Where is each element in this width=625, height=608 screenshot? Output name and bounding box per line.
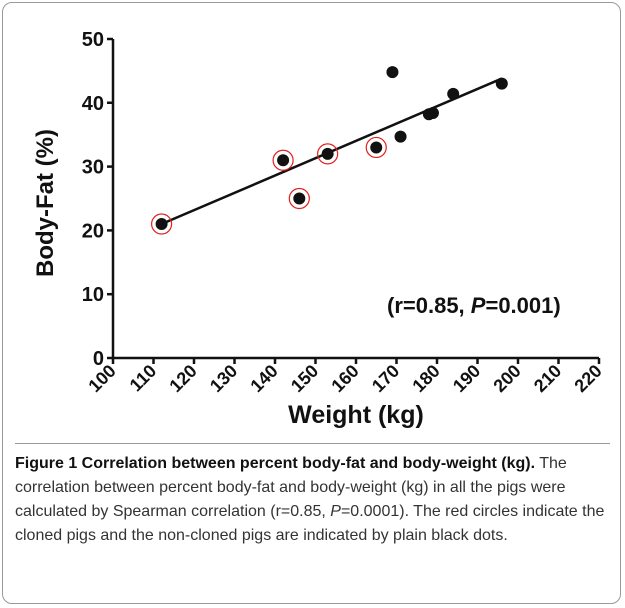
x-tick-label: 100 xyxy=(84,361,119,396)
x-tick-label: 160 xyxy=(327,361,362,396)
y-axis-title: Body-Fat (%) xyxy=(32,129,59,277)
cloned-ring xyxy=(365,136,387,159)
x-tick-label: 150 xyxy=(287,361,322,396)
point xyxy=(447,87,460,100)
point xyxy=(277,154,290,167)
y-tick-label: 0 xyxy=(93,348,104,370)
x-tick-label: 140 xyxy=(246,361,281,396)
point xyxy=(495,77,508,90)
y-tick-label: 50 xyxy=(82,29,104,51)
annotation-part: (r=0.85, xyxy=(387,293,471,318)
point xyxy=(321,147,334,160)
x-axis-title: Weight (kg) xyxy=(288,401,424,429)
caption-text: P xyxy=(330,503,341,520)
point xyxy=(394,130,407,143)
x-tick-label: 220 xyxy=(570,361,605,396)
x-tick-label: 120 xyxy=(165,361,200,396)
point xyxy=(370,141,383,154)
cloned-ring xyxy=(151,213,173,235)
point xyxy=(155,218,168,231)
annotation-part: =0.001) xyxy=(485,293,560,318)
cloned-ring xyxy=(317,143,339,165)
y-tick-label: 20 xyxy=(82,220,104,242)
y-tick-label: 40 xyxy=(82,93,104,115)
y-tick-label: 10 xyxy=(82,284,104,306)
x-tick-label: 170 xyxy=(368,361,403,396)
y-tick-label: 30 xyxy=(82,157,104,179)
cloned-ring xyxy=(272,149,294,171)
caption-text: =0.0001). The red circles indicate the c… xyxy=(15,503,605,544)
caption-title: Figure 1 Correlation between percent bod… xyxy=(15,455,536,472)
annotation: (r=0.85, P=0.001) xyxy=(387,293,561,318)
chart: Body-Fat (%) Weight (kg) (r=0.85, P=0.00… xyxy=(32,29,606,429)
x-tick-label: 110 xyxy=(126,361,161,396)
x-tick-label: 210 xyxy=(530,361,565,396)
x-tick-label: 180 xyxy=(408,361,443,396)
x-tick-label: 190 xyxy=(449,361,484,396)
caption-text: The correlation between percent body-fat… xyxy=(15,455,567,520)
point xyxy=(293,192,306,205)
annotation-part: P xyxy=(471,293,486,318)
point xyxy=(386,66,399,79)
point xyxy=(426,107,439,120)
x-tick-label: 200 xyxy=(489,361,524,396)
caption: Figure 1 Correlation between percent bod… xyxy=(15,443,610,548)
cloned-ring xyxy=(288,187,310,210)
x-tick-label: 130 xyxy=(206,361,241,396)
